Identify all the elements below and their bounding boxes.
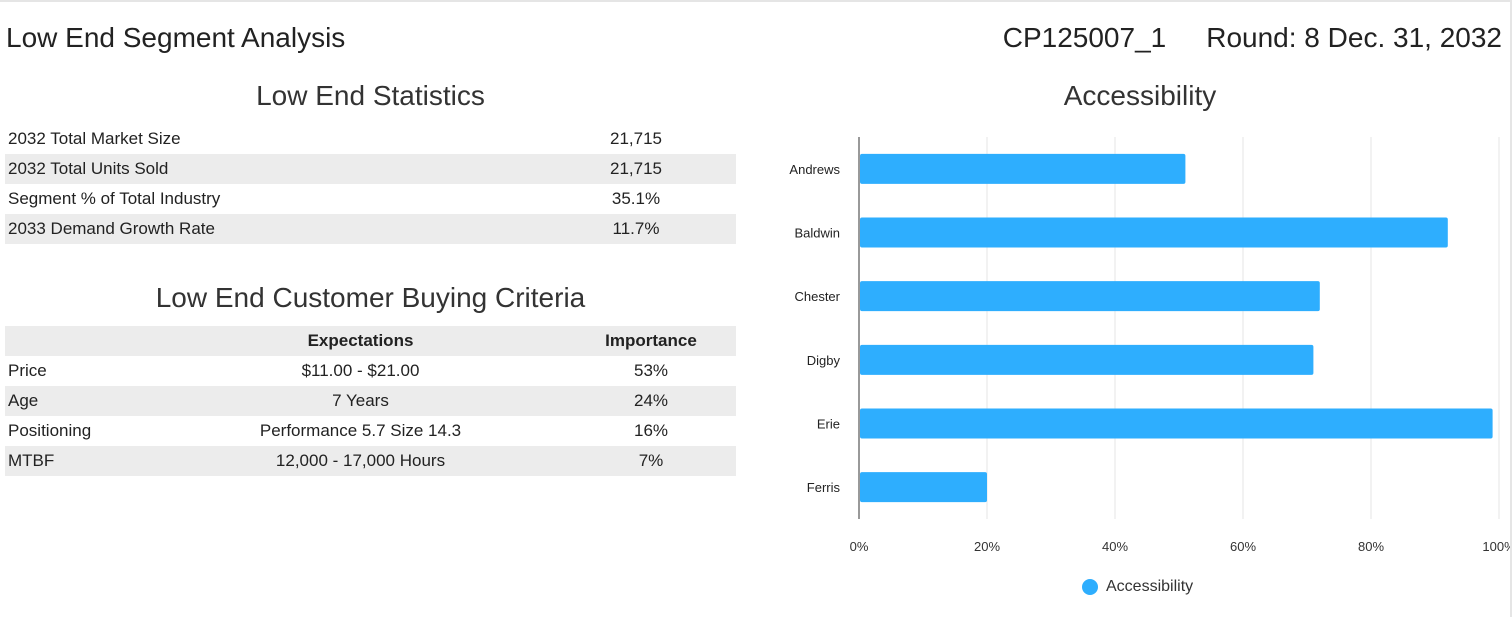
legend-label: Accessibility: [1106, 578, 1194, 595]
statistics-row: 2032 Total Units Sold 21,715: [5, 154, 736, 184]
stat-label: Segment % of Total Industry: [8, 189, 221, 208]
criteria-importance: 53%: [633, 361, 669, 380]
stat-label: 2032 Total Market Size: [8, 129, 181, 148]
criteria-importance: 16%: [633, 421, 669, 440]
statistics-table: 2032 Total Market Size 21,715 2032 Total U…: [5, 124, 736, 244]
criteria-label: Price: [8, 361, 47, 380]
stat-label: 2033 Demand Growth Rate: [8, 219, 215, 238]
criteria-expectation: $11.00 - $21.00: [301, 361, 420, 380]
y-category-label: Digby: [807, 353, 841, 368]
chart-legend: Accessibility: [1082, 578, 1193, 596]
header-expectations: Expectations: [307, 331, 414, 350]
stat-value: 11.7%: [612, 219, 660, 238]
stat-label: 2032 Total Units Sold: [8, 159, 169, 178]
bar-baldwin: [860, 217, 1448, 248]
y-category-label: Ferris: [807, 480, 841, 495]
legend-marker: [1082, 579, 1098, 595]
criteria-label: Age: [8, 391, 39, 410]
criteria-expectation: Performance 5.7 Size 14.3: [259, 421, 462, 440]
criteria-row: Age 7 Years 24%: [5, 386, 736, 416]
criteria-importance: 24%: [633, 391, 669, 410]
criteria-importance: 7%: [638, 451, 664, 470]
x-tick-label: 60%: [1230, 539, 1256, 554]
criteria-expectation: 12,000 - 17,000 Hours: [275, 451, 446, 470]
x-tick-label: 0%: [850, 539, 869, 554]
round-info: Round: 8 Dec. 31, 2032: [1206, 22, 1502, 53]
stat-value: 21,715: [610, 129, 662, 148]
stat-value: 21,715: [610, 159, 662, 178]
bar-chester: [860, 281, 1320, 312]
criteria-expectation: 7 Years: [332, 391, 389, 410]
criteria-row: Price $11.00 - $21.00 53%: [5, 356, 736, 386]
header-info: CP125007_1 Round: 8 Dec. 31, 2032: [1003, 22, 1502, 54]
criteria-title: Low End Customer Buying Criteria: [155, 282, 586, 313]
x-tick-label: 80%: [1358, 539, 1384, 554]
x-tick-label: 40%: [1102, 539, 1128, 554]
criteria-row: Positioning Performance 5.7 Size 14.3 16%: [5, 416, 736, 446]
criteria-label: MTBF: [8, 451, 55, 470]
x-tick-label: 100%: [1482, 539, 1510, 554]
statistics-row: 2032 Total Market Size 21,715: [5, 124, 736, 154]
criteria-table: Expectations Importance Price $11.00 - $21.…: [5, 326, 736, 476]
company-code: CP125007_1: [1002, 22, 1167, 53]
y-category-label: Andrews: [789, 162, 840, 177]
y-category-label: Erie: [817, 417, 840, 432]
stat-value: 35.1%: [611, 189, 661, 208]
y-category-label: Chester: [794, 289, 840, 304]
statistics-row: Segment % of Total Industry 35.1%: [5, 184, 736, 214]
header-blank: [5, 326, 155, 356]
bar-erie: [860, 408, 1493, 439]
y-category-label: Baldwin: [794, 226, 840, 241]
bar-digby: [860, 344, 1314, 375]
criteria-row: MTBF 12,000 - 17,000 Hours 7%: [5, 446, 736, 476]
accessibility-chart: 0% 20% 40% 60% 80% 100% Andrews Baldwin Chester D…: [789, 137, 1510, 554]
bar-andrews: [860, 153, 1186, 184]
criteria-label: Positioning: [8, 421, 92, 440]
criteria-header-row: Expectations Importance: [5, 326, 736, 356]
x-tick-label: 20%: [974, 539, 1000, 554]
header-importance: Importance: [605, 331, 697, 350]
statistics-row: 2033 Demand Growth Rate 11.7%: [5, 214, 736, 244]
bar-ferris: [860, 472, 987, 503]
page-title: Low End Segment Analysis: [6, 22, 346, 53]
chart-title: Accessibility: [1063, 80, 1217, 111]
statistics-title: Low End Statistics: [256, 80, 485, 111]
